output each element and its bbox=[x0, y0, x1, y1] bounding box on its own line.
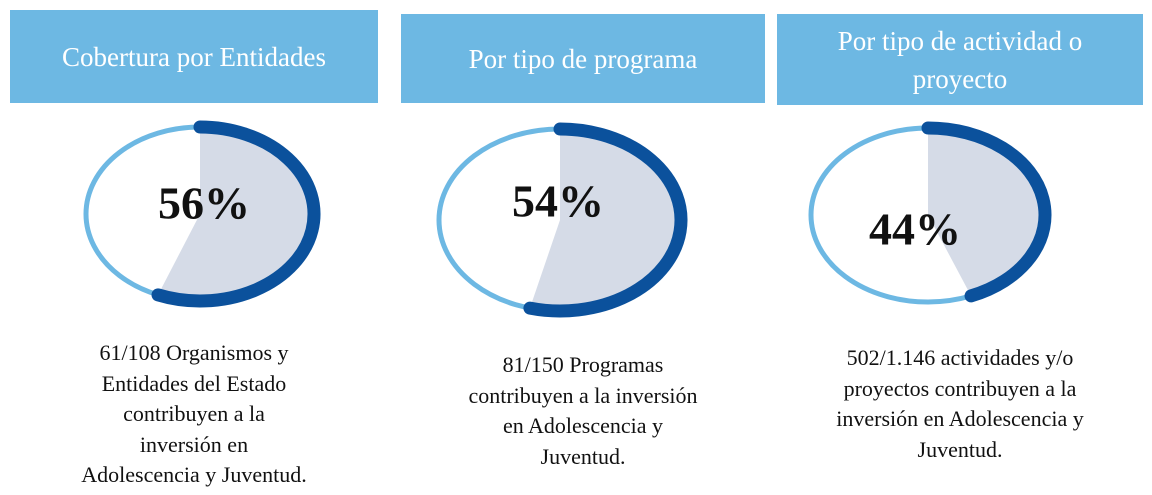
description-line: contribuyen a la inversión bbox=[468, 382, 698, 408]
gauge-arc bbox=[523, 122, 688, 318]
gauge-value-label: 56% bbox=[158, 178, 250, 229]
panel-description: 81/150 Programas contribuyen a la inversi… bbox=[403, 350, 763, 472]
panel-header: Por tipo de actividad o proyecto bbox=[777, 14, 1143, 105]
description-line: 61/108 Organismos y bbox=[99, 340, 289, 365]
description-line: inversión en bbox=[139, 431, 249, 457]
description-line: Juventud. bbox=[540, 443, 626, 469]
gauge-arc bbox=[151, 120, 321, 308]
gauge-sector bbox=[158, 127, 314, 301]
gauge-sector bbox=[529, 129, 681, 312]
description-line: contribuyen a la bbox=[123, 401, 265, 426]
description-line: inversión en Adolescencia y bbox=[836, 406, 1084, 431]
description-line: 81/150 Programas bbox=[502, 352, 664, 377]
gauge-sector bbox=[928, 128, 1045, 296]
description-line: Adolescencia y Juventud. bbox=[81, 462, 307, 487]
gauge-value-label: 44% bbox=[869, 204, 961, 255]
gauge-arc bbox=[921, 121, 1052, 303]
description-line: 502/1.146 actividades y/o bbox=[846, 345, 1074, 370]
panel-header: Cobertura por Entidades bbox=[10, 10, 378, 103]
description-line: Entidades del Estado bbox=[101, 370, 287, 396]
panel-description: 61/108 Organismos y Entidades del Estado c… bbox=[14, 338, 374, 491]
panel-description: 502/1.146 actividades y/o proyectos contr… bbox=[780, 343, 1140, 465]
panel-header: Por tipo de programa bbox=[401, 14, 765, 103]
description-line: Juventud. bbox=[917, 436, 1003, 462]
description-line: proyectos contribuyen a la bbox=[843, 375, 1077, 401]
gauge-value-label: 54% bbox=[512, 176, 604, 227]
description-line: en Adolescencia y bbox=[502, 413, 664, 438]
